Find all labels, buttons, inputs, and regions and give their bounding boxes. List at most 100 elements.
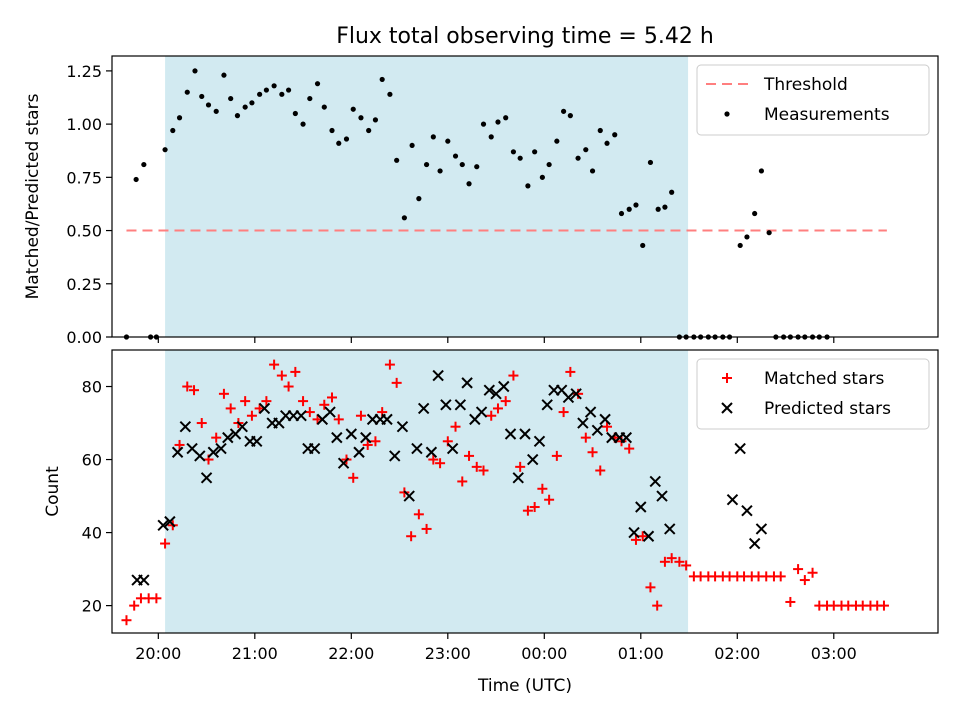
predicted-stars-point (389, 450, 401, 462)
measurements-point (358, 115, 364, 121)
matched-stars-point (464, 450, 475, 461)
predicted-stars-point (179, 420, 192, 433)
y-tick-label: 60 (82, 451, 102, 470)
predicted-stars-point (337, 457, 350, 469)
measurements-point (314, 81, 321, 87)
predicted-stars-point (295, 410, 307, 422)
measurements-point (430, 134, 436, 140)
measurements-point (242, 104, 248, 110)
predicted-stars-point (425, 446, 438, 458)
measurements-point (343, 136, 350, 142)
matched-stars-point (775, 571, 786, 582)
predicted-stars-point (381, 413, 393, 426)
predicted-stars-point (584, 406, 597, 418)
measurements-point (199, 93, 205, 100)
matched-stars-point (681, 560, 692, 571)
measurements-point (510, 149, 517, 155)
measurements-point (292, 110, 298, 117)
predicted-stars-point (620, 431, 633, 444)
matched-stars-point (160, 538, 171, 549)
measurements-point (662, 204, 668, 210)
matched-stars-point (189, 385, 200, 396)
ratio-panel-legend: Threshold Measurements (696, 64, 930, 136)
matched-stars-point (878, 600, 889, 611)
y-tick-label: 0.00 (66, 328, 102, 347)
measurements-point (372, 117, 379, 123)
predicted-stars-point (642, 530, 655, 542)
matched-stars-point (674, 556, 685, 567)
measurements-point (452, 153, 459, 159)
matched-stars-point (151, 593, 162, 604)
matched-stars-point (785, 596, 796, 607)
measurements-point (640, 242, 646, 249)
matched-stars-point (370, 436, 381, 447)
matched-stars-point (348, 472, 359, 483)
matched-stars-point (529, 502, 540, 513)
legend-matched-stars-handle (722, 373, 732, 383)
measurements-point (459, 161, 465, 168)
matched-stars-point (492, 403, 503, 414)
y-tick-label: 40 (82, 524, 102, 543)
measurements-point (554, 138, 560, 144)
matched-stars-point (421, 523, 432, 534)
measurements-point (583, 147, 589, 153)
count-panel-ticks: 20 40 60 80 20:00 21:00 22:00 23:00 00:00 01:00 02… (82, 378, 857, 663)
measurements-point (466, 181, 472, 187)
count-panel: 20 40 60 80 20:00 21:00 22:00 23:00 00:00 01:00 02… (43, 349, 939, 696)
measurements-point (445, 138, 451, 144)
measurements-point (176, 115, 183, 121)
matched-stars-point (269, 359, 280, 370)
y-tick-label: 1.00 (66, 115, 102, 134)
predicted-stars-point (251, 435, 263, 447)
predicted-stars-point (628, 526, 640, 539)
measurements-point (379, 76, 385, 83)
measurements-point (192, 68, 198, 74)
matched-stars-point (319, 399, 330, 410)
matched-stars-point (298, 396, 309, 407)
measurements-point (503, 115, 509, 121)
measurements-point (766, 230, 772, 236)
predicted-stars-point (360, 431, 372, 444)
matched-stars-point (558, 407, 569, 418)
measurements-point (626, 206, 632, 212)
matched-stars-point (537, 483, 548, 494)
predicted-stars-point (475, 406, 488, 418)
predicted-stars-point (194, 450, 206, 462)
matched-stars-point (580, 432, 591, 443)
predicted-stars-point (498, 380, 510, 393)
x-tick-label: 20:00 (135, 644, 181, 663)
measurements-point (329, 127, 335, 134)
legend-predicted-stars-label: Predicted stars (764, 399, 891, 419)
x-tick-label: 22:00 (328, 644, 374, 663)
predicted-stars-point (403, 490, 415, 502)
ratio-panel-points (123, 68, 830, 340)
predicted-stars-point (258, 402, 271, 415)
ratio-panel-ylabel: Matched/Predicted stars (23, 93, 43, 299)
predicted-stars-point (591, 424, 604, 437)
matched-stars-point (196, 418, 207, 429)
ratio-panel-observing-window (165, 56, 689, 337)
measurements-point (737, 242, 743, 249)
matched-stars-point (174, 439, 185, 450)
predicted-stars-point (331, 431, 343, 444)
matched-stars-point (630, 534, 641, 545)
matched-stars-point (218, 388, 229, 399)
matched-stars-point (240, 396, 251, 407)
matched-stars-point (807, 567, 818, 578)
predicted-stars-point (577, 417, 589, 429)
measurements-point (133, 176, 139, 183)
matched-stars-point (413, 509, 424, 520)
predicted-stars-point (527, 453, 539, 466)
matched-stars-point (435, 458, 446, 469)
measurements-point (488, 134, 494, 140)
matched-stars-point (508, 370, 519, 381)
measurements-point (234, 113, 241, 119)
chart-title: Flux total observing time = 5.42 h (336, 24, 714, 49)
matched-stars-point (129, 600, 140, 611)
matched-stars-point (515, 461, 526, 472)
matched-stars-point (391, 377, 402, 388)
measurements-point (170, 127, 176, 134)
matched-stars-point (624, 443, 635, 454)
matched-stars-point (355, 410, 366, 421)
